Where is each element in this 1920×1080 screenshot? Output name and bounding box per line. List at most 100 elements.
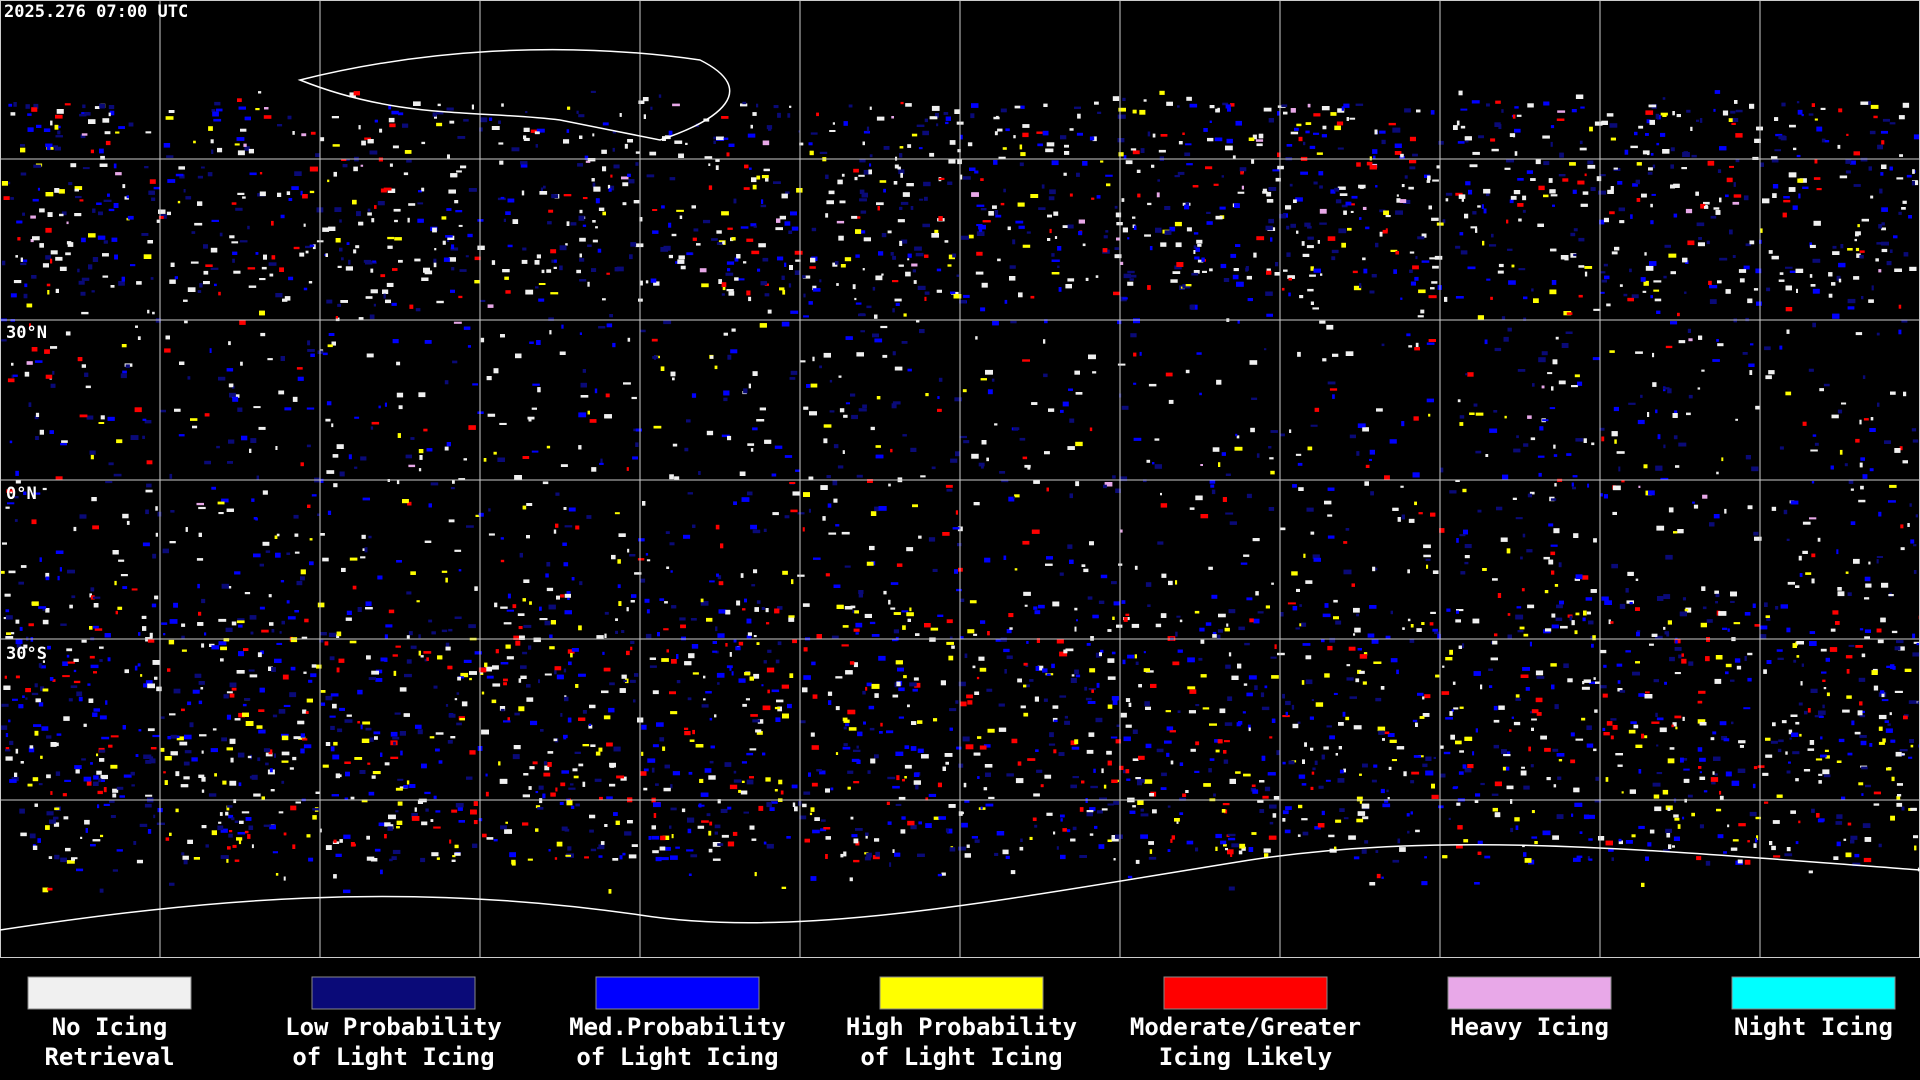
icing-pixel xyxy=(308,857,314,862)
icing-pixel xyxy=(1043,698,1048,702)
icing-pixel xyxy=(1147,285,1151,290)
icing-pixel xyxy=(1477,315,1484,320)
icing-pixel xyxy=(612,130,617,134)
icing-pixel xyxy=(1022,132,1029,138)
icing-pixel xyxy=(1610,186,1614,191)
icing-pixel xyxy=(1570,759,1576,764)
icing-pixel xyxy=(34,683,38,688)
icing-pixel xyxy=(353,166,358,172)
icing-pixel xyxy=(1445,657,1453,661)
icing-pixel xyxy=(1593,748,1597,752)
icing-pixel xyxy=(632,456,638,460)
icing-pixel xyxy=(1224,722,1233,726)
icing-pixel xyxy=(1054,236,1058,239)
icing-pixel xyxy=(883,590,887,595)
icing-pixel xyxy=(75,769,80,774)
icing-pixel xyxy=(198,681,205,685)
icing-pixel xyxy=(929,637,936,642)
icing-pixel xyxy=(627,337,631,342)
icing-pixel xyxy=(67,242,74,247)
icing-pixel xyxy=(244,146,250,151)
icing-pixel xyxy=(941,872,946,876)
icing-pixel xyxy=(1719,721,1727,726)
icing-pixel xyxy=(993,160,998,165)
icing-pixel xyxy=(1604,275,1610,280)
icing-pixel xyxy=(1418,289,1426,294)
icing-pixel xyxy=(1673,435,1678,440)
icing-pixel xyxy=(1225,664,1231,669)
icing-pixel xyxy=(1343,817,1349,820)
icing-pixel xyxy=(407,501,412,506)
icing-pixel xyxy=(1913,544,1917,547)
icing-pixel xyxy=(160,214,167,219)
icing-pixel xyxy=(112,788,119,793)
icing-pixel xyxy=(456,722,462,726)
icing-pixel xyxy=(1270,656,1277,659)
icing-pixel xyxy=(999,471,1006,474)
icing-pixel xyxy=(1554,584,1559,587)
icing-pixel xyxy=(469,677,472,681)
icing-pixel xyxy=(1048,196,1055,201)
icing-pixel xyxy=(1358,184,1366,189)
icing-pixel xyxy=(1185,143,1192,146)
icing-pixel xyxy=(979,667,987,672)
icing-pixel xyxy=(219,232,223,237)
icing-pixel xyxy=(435,810,441,813)
icing-pixel xyxy=(669,542,675,546)
icing-pixel xyxy=(642,501,646,506)
icing-pixel xyxy=(1592,357,1600,361)
icing-pixel xyxy=(198,611,202,616)
icing-pixel xyxy=(237,192,245,195)
icing-pixel xyxy=(729,666,732,671)
icing-pixel xyxy=(539,191,548,195)
icing-pixel xyxy=(1111,696,1119,701)
icing-pixel xyxy=(1525,687,1530,691)
icing-pixel xyxy=(1666,833,1671,838)
icing-pixel xyxy=(1395,210,1403,215)
icing-pixel xyxy=(671,834,674,839)
icing-pixel xyxy=(1127,654,1135,659)
icing-pixel xyxy=(709,821,713,826)
icing-pixel xyxy=(1265,605,1270,609)
icing-pixel xyxy=(280,580,285,583)
icing-pixel xyxy=(506,609,514,612)
icing-pixel xyxy=(362,497,370,501)
icing-pixel xyxy=(898,716,904,719)
icing-pixel xyxy=(1177,171,1185,175)
icing-pixel xyxy=(1459,232,1464,236)
icing-pixel xyxy=(1599,219,1605,225)
icing-pixel xyxy=(1127,281,1134,286)
icing-pixel xyxy=(1603,732,1610,736)
icing-pixel xyxy=(1848,644,1855,647)
icing-pixel xyxy=(1675,465,1680,468)
icing-pixel xyxy=(1013,496,1015,499)
icing-pixel xyxy=(73,669,77,673)
icing-pixel xyxy=(803,492,810,497)
icing-pixel xyxy=(277,192,282,197)
icing-pixel xyxy=(1818,710,1826,715)
icing-pixel xyxy=(659,598,665,601)
icing-pixel xyxy=(1747,298,1753,304)
icing-pixel xyxy=(35,698,41,703)
icing-pixel xyxy=(1561,343,1569,348)
icing-pixel xyxy=(283,704,291,707)
icing-pixel xyxy=(218,291,221,296)
icing-pixel xyxy=(1880,690,1885,694)
icing-pixel xyxy=(1663,594,1671,599)
icing-pixel xyxy=(1305,580,1313,584)
icing-pixel xyxy=(1699,118,1703,123)
icing-pixel xyxy=(1134,654,1137,659)
icing-pixel xyxy=(146,483,152,488)
icing-pixel xyxy=(415,724,422,729)
icing-pixel xyxy=(851,834,858,838)
icing-pixel xyxy=(1736,665,1742,670)
icing-pixel xyxy=(1656,310,1661,314)
icing-pixel xyxy=(1215,833,1222,839)
icing-pixel xyxy=(1493,410,1498,413)
icing-pixel xyxy=(746,635,752,639)
icing-pixel xyxy=(937,396,940,399)
icing-pixel xyxy=(890,448,893,453)
icing-pixel xyxy=(1642,150,1650,155)
icing-pixel xyxy=(1742,352,1748,355)
icing-pixel xyxy=(1070,740,1077,746)
